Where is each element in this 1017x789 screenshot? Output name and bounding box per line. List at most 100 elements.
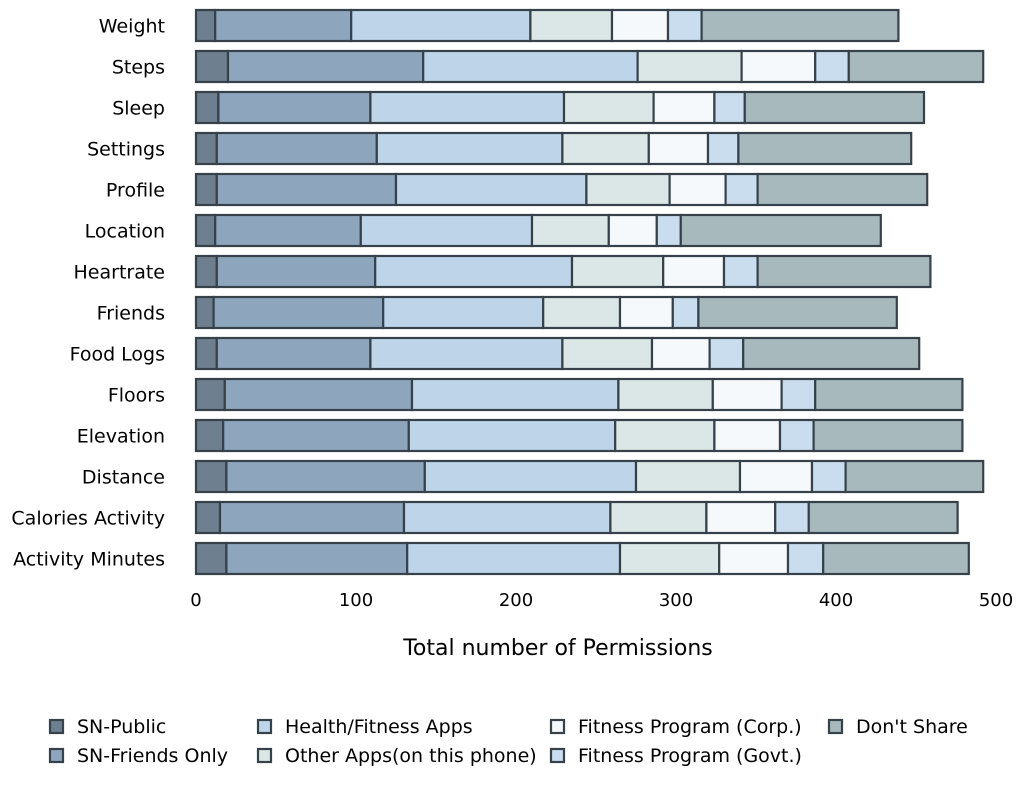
bar-sleep-sn-public xyxy=(194,90,220,125)
bar-sleep-fitness-program-govt xyxy=(713,90,746,125)
bar-activity-minutes-don-t-share xyxy=(822,541,970,576)
bar-calories-activity-other-apps-on-this-phone xyxy=(609,500,708,535)
bar-steps-other-apps-on-this-phone xyxy=(636,49,743,84)
category-label-settings: Settings xyxy=(87,139,165,161)
bar-heartrate-sn-friends-only xyxy=(215,254,377,289)
x-tick-label: 400 xyxy=(819,590,853,611)
bar-location-sn-public xyxy=(194,213,217,248)
category-labels: Weight Steps Sleep Settings Profile Location H… xyxy=(11,16,165,571)
legend-swatch-don-t-share xyxy=(827,718,844,735)
category-label-distance: Distance xyxy=(82,467,165,489)
bar-settings-other-apps-on-this-phone xyxy=(561,131,650,166)
category-label-heartrate: Heartrate xyxy=(74,262,165,284)
bar-food-logs-don-t-share xyxy=(742,336,921,371)
bar-weight-sn-friends-only xyxy=(214,8,353,43)
bar-sleep-sn-friends-only xyxy=(217,90,372,125)
bar-floors-fitness-program-corp xyxy=(711,377,783,412)
bar-elevation-fitness-program-govt xyxy=(778,418,815,453)
bar-friends-don-t-share xyxy=(697,295,898,330)
bar-heartrate-don-t-share xyxy=(756,254,932,289)
bar-location-fitness-program-corp xyxy=(607,213,658,248)
bar-steps-fitness-program-corp xyxy=(740,49,817,84)
category-label-activity-minutes: Activity Minutes xyxy=(13,549,165,571)
bar-settings-sn-public xyxy=(194,131,218,166)
bar-weight-fitness-program-corp xyxy=(610,8,670,43)
category-label-steps: Steps xyxy=(112,57,165,79)
bar-floors-other-apps-on-this-phone xyxy=(617,377,714,412)
bar-weight-health-fitness-apps xyxy=(350,8,532,43)
bar-distance-sn-public xyxy=(194,459,228,494)
bar-profile-don-t-share xyxy=(756,172,929,207)
legend-label-sn-public: SN-Public xyxy=(77,716,166,738)
bar-elevation-other-apps-on-this-phone xyxy=(614,418,716,453)
bar-sleep-don-t-share xyxy=(743,90,926,125)
bar-activity-minutes-fitness-program-govt xyxy=(786,541,825,576)
bar-elevation-sn-public xyxy=(194,418,225,453)
bar-friends-health-fitness-apps xyxy=(382,295,545,330)
bar-friends-fitness-program-corp xyxy=(618,295,674,330)
x-tick-label: 100 xyxy=(339,590,373,611)
bar-elevation-health-fitness-apps xyxy=(407,418,617,453)
bar-food-logs-sn-friends-only xyxy=(215,336,372,371)
bar-location-don-t-share xyxy=(679,213,882,248)
bar-profile-sn-public xyxy=(194,172,218,207)
bar-settings-health-fitness-apps xyxy=(375,131,564,166)
bar-weight-sn-public xyxy=(194,8,217,43)
legend: SN-Public SN-Friends Only Health/Fitness A… xyxy=(48,716,968,767)
bar-calories-activity-fitness-program-govt xyxy=(774,500,810,535)
bar-elevation-don-t-share xyxy=(812,418,964,453)
category-label-profile: Profile xyxy=(106,180,165,202)
bar-profile-fitness-program-govt xyxy=(724,172,759,207)
bar-activity-minutes-health-fitness-apps xyxy=(406,541,622,576)
bar-steps-sn-public xyxy=(194,49,230,84)
bar-distance-sn-friends-only xyxy=(225,459,426,494)
bar-floors-sn-public xyxy=(194,377,226,412)
bar-profile-health-fitness-apps xyxy=(394,172,588,207)
bar-calories-activity-sn-public xyxy=(194,500,222,535)
bar-heartrate-fitness-program-corp xyxy=(662,254,726,289)
legend-swatch-sn-friends-only xyxy=(48,747,65,764)
category-label-calories-activity: Calories Activity xyxy=(11,508,165,530)
bar-heartrate-fitness-program-govt xyxy=(722,254,759,289)
x-tick-label: 0 xyxy=(190,590,201,611)
bar-profile-other-apps-on-this-phone xyxy=(585,172,671,207)
bar-location-fitness-program-govt xyxy=(655,213,682,248)
category-label-sleep: Sleep xyxy=(112,98,165,120)
category-label-weight: Weight xyxy=(99,16,165,38)
legend-swatch-fitness-program-corp xyxy=(549,718,566,735)
bar-settings-don-t-share xyxy=(737,131,913,166)
bar-profile-sn-friends-only xyxy=(215,172,398,207)
bar-calories-activity-health-fitness-apps xyxy=(402,500,612,535)
category-label-food-logs: Food Logs xyxy=(70,344,165,366)
bar-floors-sn-friends-only xyxy=(223,377,414,412)
legend-swatch-sn-public xyxy=(48,718,65,735)
category-label-friends: Friends xyxy=(97,303,165,325)
bar-activity-minutes-sn-public xyxy=(194,541,228,576)
bar-distance-health-fitness-apps xyxy=(423,459,638,494)
bar-floors-health-fitness-apps xyxy=(410,377,620,412)
legend-label-other-apps-on-this-phone: Other Apps(on this phone) xyxy=(285,745,537,767)
bar-calories-activity-don-t-share xyxy=(807,500,959,535)
bar-elevation-fitness-program-corp xyxy=(713,418,782,453)
bar-activity-minutes-fitness-program-corp xyxy=(718,541,790,576)
bar-steps-health-fitness-apps xyxy=(422,49,639,84)
bar-activity-minutes-other-apps-on-this-phone xyxy=(618,541,721,576)
bars-layer xyxy=(194,8,985,576)
bar-food-logs-sn-public xyxy=(194,336,218,371)
bar-settings-fitness-program-govt xyxy=(706,131,740,166)
bar-friends-other-apps-on-this-phone xyxy=(542,295,622,330)
legend-swatch-other-apps-on-this-phone xyxy=(256,747,273,764)
bar-friends-sn-friends-only xyxy=(212,295,385,330)
x-tick-label: 300 xyxy=(659,590,693,611)
bar-steps-sn-friends-only xyxy=(226,49,425,84)
bar-steps-fitness-program-govt xyxy=(814,49,850,84)
bar-floors-don-t-share xyxy=(814,377,964,412)
legend-swatch-fitness-program-govt xyxy=(549,747,566,764)
bar-distance-don-t-share xyxy=(844,459,985,494)
bar-weight-don-t-share xyxy=(700,8,900,43)
bar-calories-activity-fitness-program-corp xyxy=(705,500,777,535)
bar-food-logs-health-fitness-apps xyxy=(369,336,564,371)
bar-sleep-health-fitness-apps xyxy=(369,90,566,125)
bar-distance-fitness-program-corp xyxy=(738,459,814,494)
